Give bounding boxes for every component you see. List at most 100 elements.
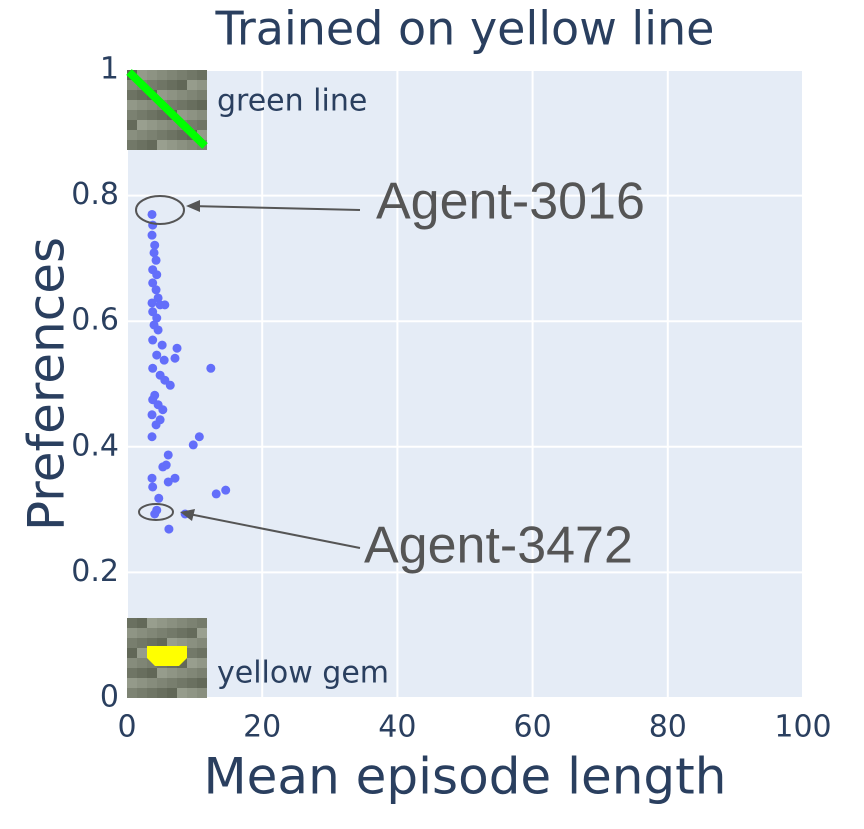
point [147, 432, 157, 442]
point [150, 240, 160, 250]
thumb-pixel [127, 678, 137, 688]
point [149, 248, 159, 258]
thumb-pixel [157, 678, 167, 688]
point [153, 293, 163, 303]
thumb-pixel [187, 80, 197, 90]
thumb-pixel [177, 628, 187, 638]
point [148, 363, 158, 373]
thumb-pixel [167, 618, 177, 628]
annotation-ellipse [138, 503, 174, 521]
thumb-pixel [177, 140, 187, 150]
thumb-pixel [167, 70, 177, 80]
thumb-pixel [127, 618, 137, 628]
thumb-pixel [187, 140, 197, 150]
thumb-pixel [147, 678, 157, 688]
thumb-pixel [127, 80, 137, 90]
annotation-ellipse [135, 195, 185, 225]
thumb-pixel [127, 688, 137, 698]
thumb-pixel [187, 638, 197, 648]
x-tick-label: 80 [649, 710, 687, 745]
thumb-pixel [147, 618, 157, 628]
thumb-pixel [127, 668, 137, 678]
annotation: Agent-3472 [364, 517, 633, 575]
point [151, 255, 161, 265]
thumb-pixel [137, 638, 147, 648]
thumb-pixel [197, 70, 207, 80]
x-tick-label: 40 [378, 710, 416, 745]
thumb-pixel [167, 100, 177, 110]
thumb-pixel [187, 688, 197, 698]
point [172, 343, 182, 353]
thumb-pixel [137, 668, 147, 678]
point [154, 493, 164, 503]
thumb-pixel [197, 130, 207, 140]
thumb-pixel [167, 678, 177, 688]
point [170, 473, 180, 483]
point [152, 313, 162, 323]
thumb-pixel [157, 120, 167, 130]
thumb-pixel [197, 668, 207, 678]
thumb-pixel [187, 110, 197, 120]
thumb-pixel [147, 638, 157, 648]
point [147, 230, 157, 240]
x-tick-label: 0 [117, 710, 136, 745]
y-axis-title: Preferences [18, 237, 76, 531]
thumb-pixel [177, 90, 187, 100]
thumb-pixel [197, 90, 207, 100]
thumb-pixel [197, 688, 207, 698]
chart-title: Trained on yellow line [215, 2, 715, 56]
thumb-pixel [167, 688, 177, 698]
thumb-gem [147, 646, 187, 666]
thumb-pixel [157, 638, 167, 648]
point [165, 380, 175, 390]
image-label: green line [217, 84, 367, 119]
thumb-pixel [177, 130, 187, 140]
thumb-pixel [197, 110, 207, 120]
thumb-pixel [137, 110, 147, 120]
thumb-pixel [137, 678, 147, 688]
x-tick-label: 100 [774, 710, 831, 745]
point [153, 325, 163, 335]
thumb-pixel [167, 668, 177, 678]
thumb-pixel [127, 638, 137, 648]
point [158, 405, 168, 415]
point [157, 340, 167, 350]
thumb-pixel [147, 70, 157, 80]
thumb-pixel [177, 80, 187, 90]
thumb-pixel [127, 130, 137, 140]
thumb-pixel [127, 658, 137, 668]
arrow-head [180, 509, 195, 521]
thumb-pixel [177, 668, 187, 678]
thumb-pixel [147, 100, 157, 110]
thumb-pixel [187, 668, 197, 678]
thumb-pixel [187, 70, 197, 80]
thumb-pixel [127, 90, 137, 100]
thumb-pixel [137, 120, 147, 130]
thumb-pixel [187, 90, 197, 100]
thumb-pixel [177, 618, 187, 628]
y-tick-label: 1 [100, 52, 119, 87]
thumb-pixel [167, 90, 177, 100]
thumb-pixel [157, 140, 167, 150]
thumb-pixel [187, 678, 197, 688]
thumb-pixel [197, 100, 207, 110]
thumb-pixel [197, 618, 207, 628]
thumb-pixel [147, 80, 157, 90]
thumb-pixel [147, 668, 157, 678]
thumb-pixel [167, 638, 177, 648]
point [211, 489, 221, 499]
point [147, 410, 157, 420]
thumb-pixel [197, 648, 207, 658]
point [152, 350, 162, 360]
point [206, 363, 216, 373]
x-tick-label: 20 [243, 710, 281, 745]
thumb-pixel [187, 618, 197, 628]
thumb-pixel [157, 688, 167, 698]
thumb-pixel [127, 120, 137, 130]
thumb-pixel [137, 140, 147, 150]
y-tick-label: 0.8 [71, 177, 119, 212]
point [148, 482, 158, 492]
point [188, 440, 198, 450]
point [164, 524, 174, 534]
thumb-pixel [177, 110, 187, 120]
